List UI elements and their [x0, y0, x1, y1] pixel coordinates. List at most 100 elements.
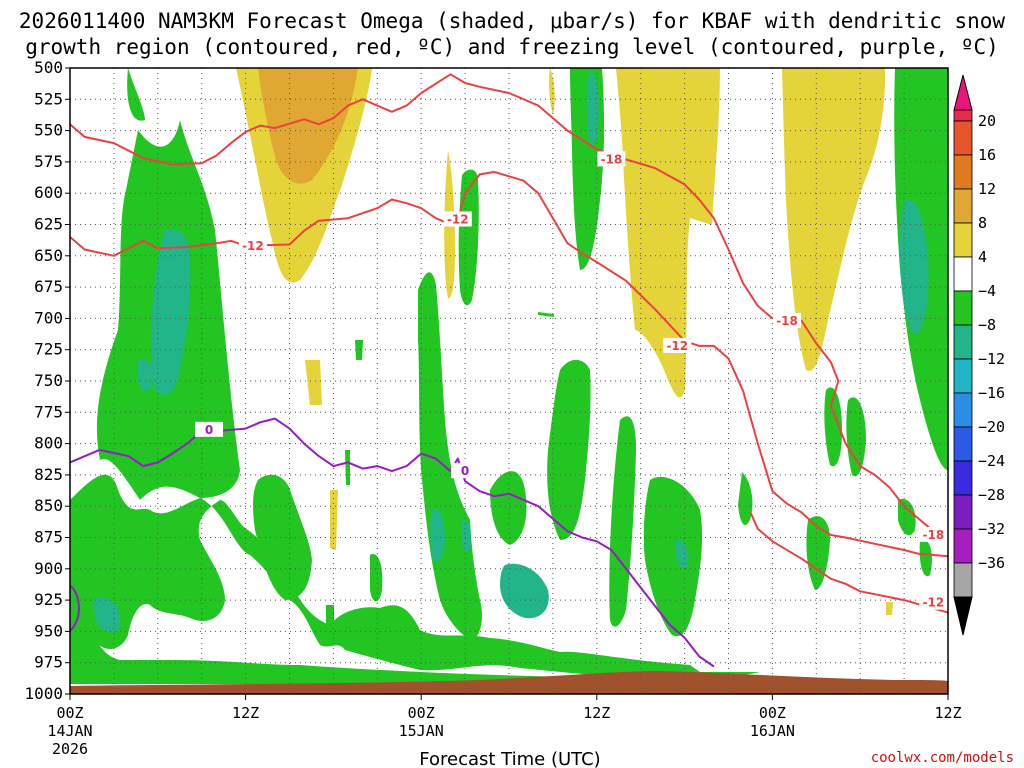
x-tick-label: 00Z	[56, 704, 83, 722]
credit-text: coolwx.com/models	[871, 750, 1014, 766]
y-tick-label: 875	[34, 528, 63, 547]
y-tick-label: 625	[34, 215, 63, 234]
colorbar-label: −20	[978, 418, 1005, 436]
colorbar-label: 16	[978, 146, 996, 164]
dgz-contour-line	[69, 170, 949, 558]
y-tick-label: 775	[34, 402, 63, 421]
y-tick-label: 850	[34, 496, 63, 515]
dgz-contour-label: -12	[447, 212, 469, 226]
omega-negative-area	[538, 312, 554, 317]
colorbar-swatch	[953, 154, 973, 190]
y-tick-label: 925	[34, 590, 63, 609]
dgz-contour-line	[69, 73, 949, 539]
y-tick-label: 675	[34, 277, 63, 296]
omega-negative-area	[127, 68, 145, 121]
chart-title-line2: growth region (contoured, red, ºC) and f…	[25, 35, 999, 59]
colorbar-label: −16	[978, 384, 1005, 402]
x-tick-label: 00Z	[759, 704, 786, 722]
dgz-contour-label: -18	[776, 314, 798, 328]
omega-negative-area	[253, 474, 312, 600]
colorbar-swatch	[953, 426, 973, 462]
dgz-contour-label: -18	[601, 152, 623, 166]
x-tick-label: 12Z	[583, 704, 610, 722]
omega-negative-area	[458, 169, 479, 306]
colorbar-swatch	[953, 222, 973, 258]
omega-negative-area	[898, 499, 916, 536]
colorbar-label: 4	[978, 248, 987, 266]
colorbar-swatch	[953, 188, 973, 224]
contour-label-bg	[443, 211, 472, 227]
y-tick-label: 950	[34, 621, 63, 640]
contour-label-bg	[773, 312, 802, 328]
omega-negative-area	[370, 554, 383, 602]
omega-negative-area	[547, 359, 591, 540]
colorbar-swatch	[953, 358, 973, 394]
colorbar-swatch	[953, 494, 973, 530]
y-tick-label: 825	[34, 465, 63, 484]
colorbar-label: −28	[978, 486, 1005, 504]
y-tick-label: 575	[34, 152, 63, 171]
dgz-contour-label: -12	[242, 239, 264, 253]
dgz-contour-label: -18	[923, 528, 945, 542]
omega-positive-area	[616, 68, 720, 398]
omega-strong-negative-area	[430, 509, 445, 562]
contour-label-bg	[451, 463, 480, 479]
omega-positive-area	[305, 360, 322, 405]
omega-negative-area	[738, 472, 753, 525]
colorbar-swatch	[953, 290, 973, 326]
x-tick-year: 2026	[52, 740, 88, 758]
freezing-contour-line	[69, 585, 80, 633]
colorbar-label: −36	[978, 554, 1005, 572]
omega-negative-area	[70, 520, 700, 684]
colorbar-swatch	[953, 324, 973, 360]
colorbar-bottom-arrow	[953, 596, 973, 636]
omega-strong-negative-area	[586, 70, 599, 145]
dgz-contour-line	[749, 512, 949, 614]
omega-negative-area	[824, 387, 842, 467]
contour-label-bg	[663, 337, 692, 353]
plot-area: -12 -12 -12 -12 -18 -18 -18 0 0	[69, 67, 949, 695]
x-tick-label: 12Z	[934, 704, 961, 722]
freezing-contour-label: 0	[461, 464, 469, 478]
omega-negative-area	[355, 340, 363, 360]
omega-shading	[70, 68, 948, 694]
colorbar-top-arrow	[953, 74, 973, 111]
colorbar-label: −32	[978, 520, 1005, 538]
y-tick-label: 500	[34, 58, 63, 77]
omega-negative-area	[919, 539, 932, 577]
colorbar-swatch	[953, 460, 973, 496]
x-tick-date: 14JAN	[47, 722, 92, 740]
omega-negative-area	[806, 516, 830, 590]
contours: -12 -12 -12 -12 -18 -18 -18 0 0	[69, 73, 949, 668]
omega-positive-area	[258, 68, 358, 184]
omega-strong-negative-area	[676, 539, 689, 569]
y-tick-label: 900	[34, 559, 63, 578]
y-tick-label: 1000	[24, 684, 63, 703]
x-tick-date: 16JAN	[750, 722, 795, 740]
omega-negative-area	[609, 416, 636, 627]
omega-negative-area	[70, 474, 760, 680]
colorbar-label: 12	[978, 180, 996, 198]
colorbar-swatch	[953, 109, 973, 122]
colorbar-swatch	[953, 562, 973, 598]
omega-negative-area	[345, 450, 350, 485]
colorbar-label: 20	[978, 112, 996, 130]
y-tick-label: 725	[34, 340, 63, 359]
colorbar-label: −4	[978, 282, 996, 300]
omega-strong-negative-area	[138, 359, 153, 392]
y-tick-label: 975	[34, 653, 63, 672]
omega-strong-negative-area	[900, 199, 929, 335]
colorbar: 20 16 12 8 4 −4 −8 −12 −16 −20 −24 −28 −32 −36	[953, 74, 1005, 636]
y-axis: 500 525 550 575 600 625 650 675 700 725 750 775 800 8…	[24, 58, 70, 703]
dgz-contour-label: -12	[666, 339, 688, 353]
contour-label-bg	[195, 421, 224, 437]
colorbar-label: −8	[978, 316, 996, 334]
colorbar-swatch	[953, 256, 973, 292]
y-tick-label: 550	[34, 121, 63, 140]
x-axis-title: Forecast Time (UTC)	[419, 749, 600, 768]
y-tick-label: 525	[34, 89, 63, 108]
x-tick-label: 00Z	[408, 704, 435, 722]
omega-negative-area	[846, 397, 866, 477]
omega-positive-area	[782, 68, 886, 371]
